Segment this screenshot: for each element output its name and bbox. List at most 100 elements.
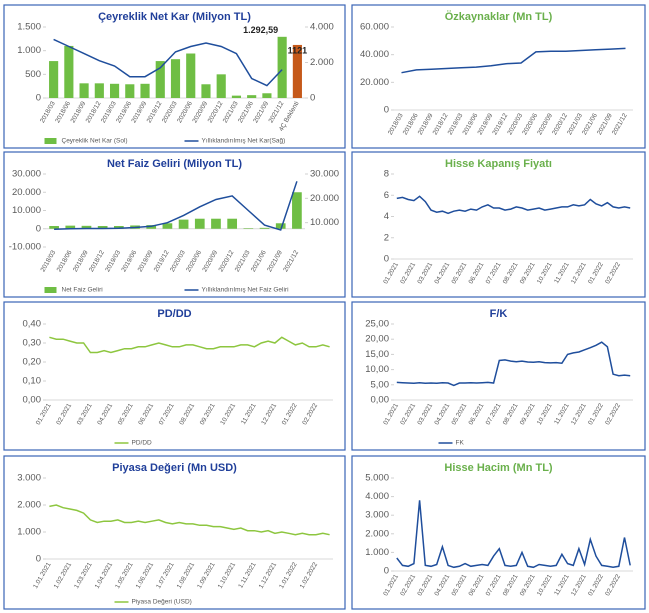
bar [162,223,173,229]
bar [247,95,257,98]
y-tick-label: 1.000 [17,45,41,56]
value-label: 1121 [288,45,308,55]
bar [277,36,287,98]
y-tick-label: 15,00 [365,349,389,360]
y-tick-label: 1.000 [365,547,389,558]
bar [259,227,270,229]
bar [227,218,238,229]
y-tick-label: 40.000 [360,49,389,60]
y-tick-label: 10,00 [365,364,389,375]
y-tick-label: 0,40 [23,319,42,330]
panel-border [351,151,646,298]
bar [262,93,272,98]
legend-label: FK [456,440,465,447]
line-series [396,341,631,387]
y-tick-label: 20.000 [360,77,389,88]
y-tick-label: 0,00 [23,395,42,406]
y2-tick-label: 20.000 [310,193,339,204]
y-tick-label: 25,00 [365,319,389,330]
y-tick-label: 1.000 [17,527,41,538]
bar [155,61,165,98]
line-series [53,38,283,87]
chart-title: Piyasa Değeri (Mn USD) [112,462,237,474]
y2-tick-label: 30.000 [310,169,339,180]
y2-tick-label: 10.000 [310,217,339,228]
y-tick-label: 0 [36,554,41,565]
y-tick-label: 4.000 [365,491,389,502]
bar [81,225,92,229]
bar [79,83,89,98]
chart-title: Hisse Kapanış Fiyatı [445,158,552,170]
chart-title: Çeyreklik Net Kar (Milyon TL) [98,11,251,23]
panel-border [351,4,646,149]
y-tick-label: 60.000 [360,22,389,33]
y-tick-label: 0,20 [23,357,42,368]
bar [170,59,181,98]
y-tick-label: 5,00 [371,379,390,390]
bar [194,218,205,229]
bar [49,226,59,229]
y-tick-label: 0,10 [23,376,42,387]
y2-tick-label: 4.000 [310,22,334,33]
y-tick-label: 2.000 [365,528,389,539]
panel-border [3,301,346,451]
chart-title: PD/DD [157,308,191,320]
bar [140,83,150,98]
bar [186,53,196,98]
line-series [396,500,631,569]
legend-label: Çeyreklik Net Kar (Sol) [62,138,128,145]
y-tick-label: 0 [36,223,41,234]
legend-label: Piyasa Değeri (USD) [132,599,192,606]
y-tick-label: 500 [25,69,41,80]
y-tick-label: 8 [384,169,389,180]
y-tick-label: 1.500 [17,22,41,33]
legend-label: Net Faiz Geliri [62,287,103,294]
y-tick-label: 4 [384,211,389,222]
bar [109,83,120,98]
y-tick-label: 0,30 [23,338,42,349]
legend-swatch [44,138,57,144]
bar [64,45,74,98]
bar [243,228,254,229]
bar [231,95,242,98]
y-tick-label: 30.000 [12,169,41,180]
chart-title: Özkaynaklar (Mn TL) [445,10,553,23]
y-tick-label: 2 [384,232,389,243]
chart-panel: Çeyreklik Net Kar (Milyon TL) 0 500 1.000 1.… [3,4,346,149]
panel-border [351,455,646,610]
bar [113,226,124,229]
value-label: 1.292,59 [243,25,278,35]
y-tick-label: 0 [384,254,389,265]
bar [292,192,302,229]
line-series [49,336,330,354]
legend-swatch [44,287,57,293]
y-tick-label: 0,00 [371,395,390,406]
y-tick-label: 0 [384,566,389,577]
legend-label: Yıllıklandırılmış Net Faiz Geliri [202,287,289,294]
chart-panel: Net Faiz Geliri (Milyon TL) -10.000 0 10.00… [3,151,346,298]
bar [49,61,59,98]
legend-label: PD/DD [132,440,153,447]
bar [211,218,221,229]
line-series [396,195,631,215]
bar [201,84,211,98]
y-tick-label: 20,00 [365,334,389,345]
y-tick-label: 3.000 [17,473,41,484]
bar [94,83,104,98]
panel-border [351,301,646,451]
chart-title: F/K [490,308,508,320]
line-series [49,504,330,536]
y-tick-label: 10.000 [12,205,41,216]
line-series [54,181,298,231]
y-tick-label: 0 [384,105,389,116]
bar [97,226,108,229]
y-tick-label: 2.000 [17,500,41,511]
y-tick-label: 3.000 [365,510,389,521]
bar [275,223,286,229]
bar [178,219,189,229]
chart-panel: Özkaynaklar (Mn TL)020.00040.00060.00020… [351,4,646,149]
